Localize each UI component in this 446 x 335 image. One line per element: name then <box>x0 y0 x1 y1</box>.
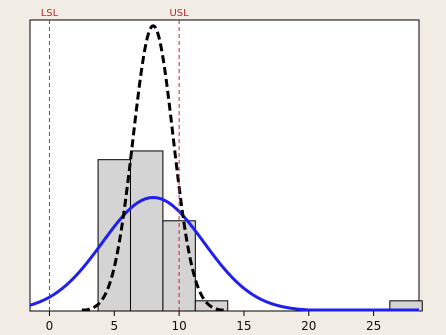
x-tick-label-1: 5 <box>110 319 118 333</box>
spec-limit-label-0: LSL <box>41 8 59 19</box>
distribution-curve-0 <box>29 196 419 312</box>
spec-limit-label-1: USL <box>169 8 189 19</box>
x-tick-label-2: 10 <box>171 319 186 333</box>
plot-area <box>29 19 420 312</box>
x-tick-label-0: 0 <box>46 319 54 333</box>
x-tick-label-4: 20 <box>301 319 316 333</box>
x-tick-label-3: 15 <box>236 319 251 333</box>
distribution-curve-1 <box>80 24 226 312</box>
x-tick-label-5: 25 <box>366 319 381 333</box>
histogram-bar-0 <box>97 159 131 312</box>
histogram-bar-1 <box>129 150 164 312</box>
